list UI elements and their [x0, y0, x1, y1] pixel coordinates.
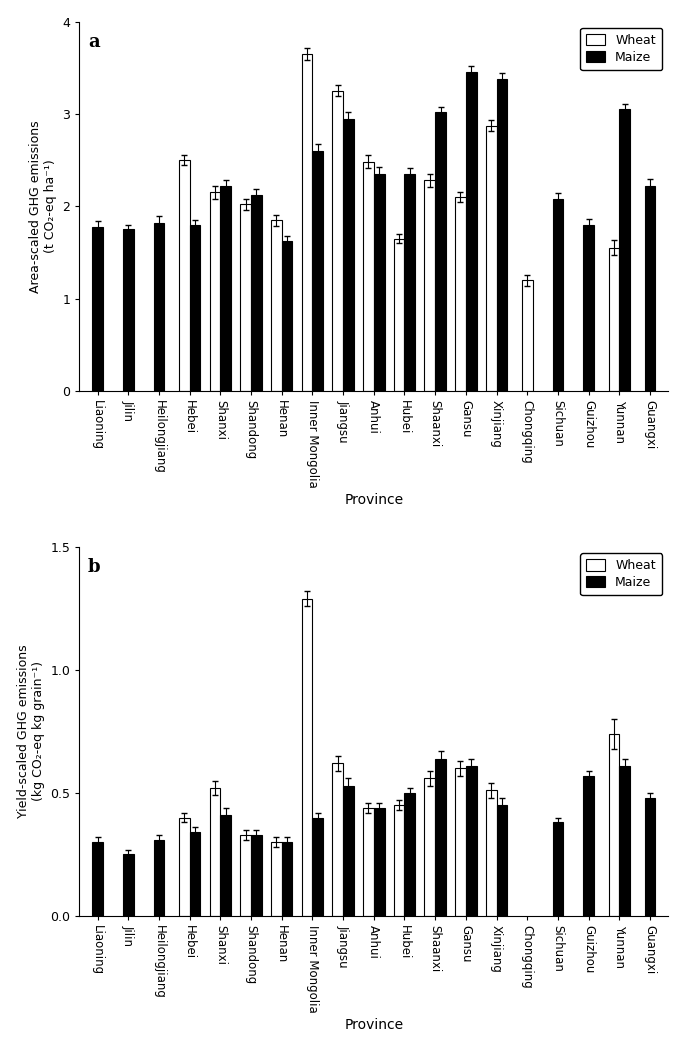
Bar — [497, 79, 508, 391]
Bar — [271, 842, 282, 916]
Bar — [210, 192, 221, 391]
Bar — [332, 91, 343, 391]
X-axis label: Province: Province — [345, 493, 403, 507]
Bar — [553, 199, 563, 391]
Bar — [312, 817, 323, 916]
Bar — [92, 228, 103, 391]
Bar — [251, 195, 262, 391]
Y-axis label: Area-scaled GHG emissions
(t CO₂-eq ha⁻¹): Area-scaled GHG emissions (t CO₂-eq ha⁻¹… — [29, 120, 57, 293]
Bar — [645, 798, 656, 916]
Bar — [608, 734, 619, 916]
Bar — [179, 817, 190, 916]
Bar — [645, 186, 656, 391]
Bar — [435, 758, 446, 916]
Bar — [240, 835, 251, 916]
Bar — [374, 174, 384, 391]
Bar — [123, 855, 134, 916]
Bar — [301, 53, 312, 391]
Bar — [251, 835, 262, 916]
Legend: Wheat, Maize: Wheat, Maize — [580, 28, 662, 70]
Bar — [619, 766, 630, 916]
Bar — [92, 842, 103, 916]
Bar — [583, 775, 594, 916]
Bar — [343, 119, 354, 391]
Bar — [221, 186, 231, 391]
Text: b: b — [88, 558, 101, 576]
Bar — [425, 778, 435, 916]
Bar — [240, 205, 251, 391]
Bar — [210, 788, 221, 916]
Bar — [608, 248, 619, 391]
Bar — [522, 280, 532, 391]
Bar — [271, 220, 282, 391]
Bar — [374, 808, 384, 916]
Bar — [394, 806, 404, 916]
Bar — [301, 599, 312, 916]
Bar — [312, 151, 323, 391]
Bar — [455, 197, 466, 391]
Bar — [455, 768, 466, 916]
Bar — [486, 126, 497, 391]
Bar — [583, 224, 594, 391]
Text: a: a — [88, 33, 100, 50]
Bar — [486, 791, 497, 916]
Bar — [497, 806, 508, 916]
Bar — [190, 224, 201, 391]
Bar — [466, 766, 477, 916]
Bar — [619, 109, 630, 391]
Bar — [282, 241, 292, 391]
Bar — [221, 815, 231, 916]
Bar — [466, 72, 477, 391]
Bar — [435, 112, 446, 391]
Bar — [282, 842, 292, 916]
X-axis label: Province: Province — [345, 1019, 403, 1032]
Bar — [363, 162, 374, 391]
Bar — [332, 764, 343, 916]
Y-axis label: Yield-scaled GHG emissions
(kg CO₂-eq kg grain⁻¹): Yield-scaled GHG emissions (kg CO₂-eq kg… — [16, 645, 45, 818]
Bar — [153, 222, 164, 391]
Bar — [363, 808, 374, 916]
Bar — [425, 180, 435, 391]
Bar — [190, 832, 201, 916]
Bar — [553, 822, 563, 916]
Bar — [394, 238, 404, 391]
Bar — [123, 230, 134, 391]
Bar — [404, 174, 415, 391]
Bar — [343, 786, 354, 916]
Bar — [179, 160, 190, 391]
Bar — [404, 793, 415, 916]
Bar — [153, 839, 164, 916]
Legend: Wheat, Maize: Wheat, Maize — [580, 553, 662, 596]
